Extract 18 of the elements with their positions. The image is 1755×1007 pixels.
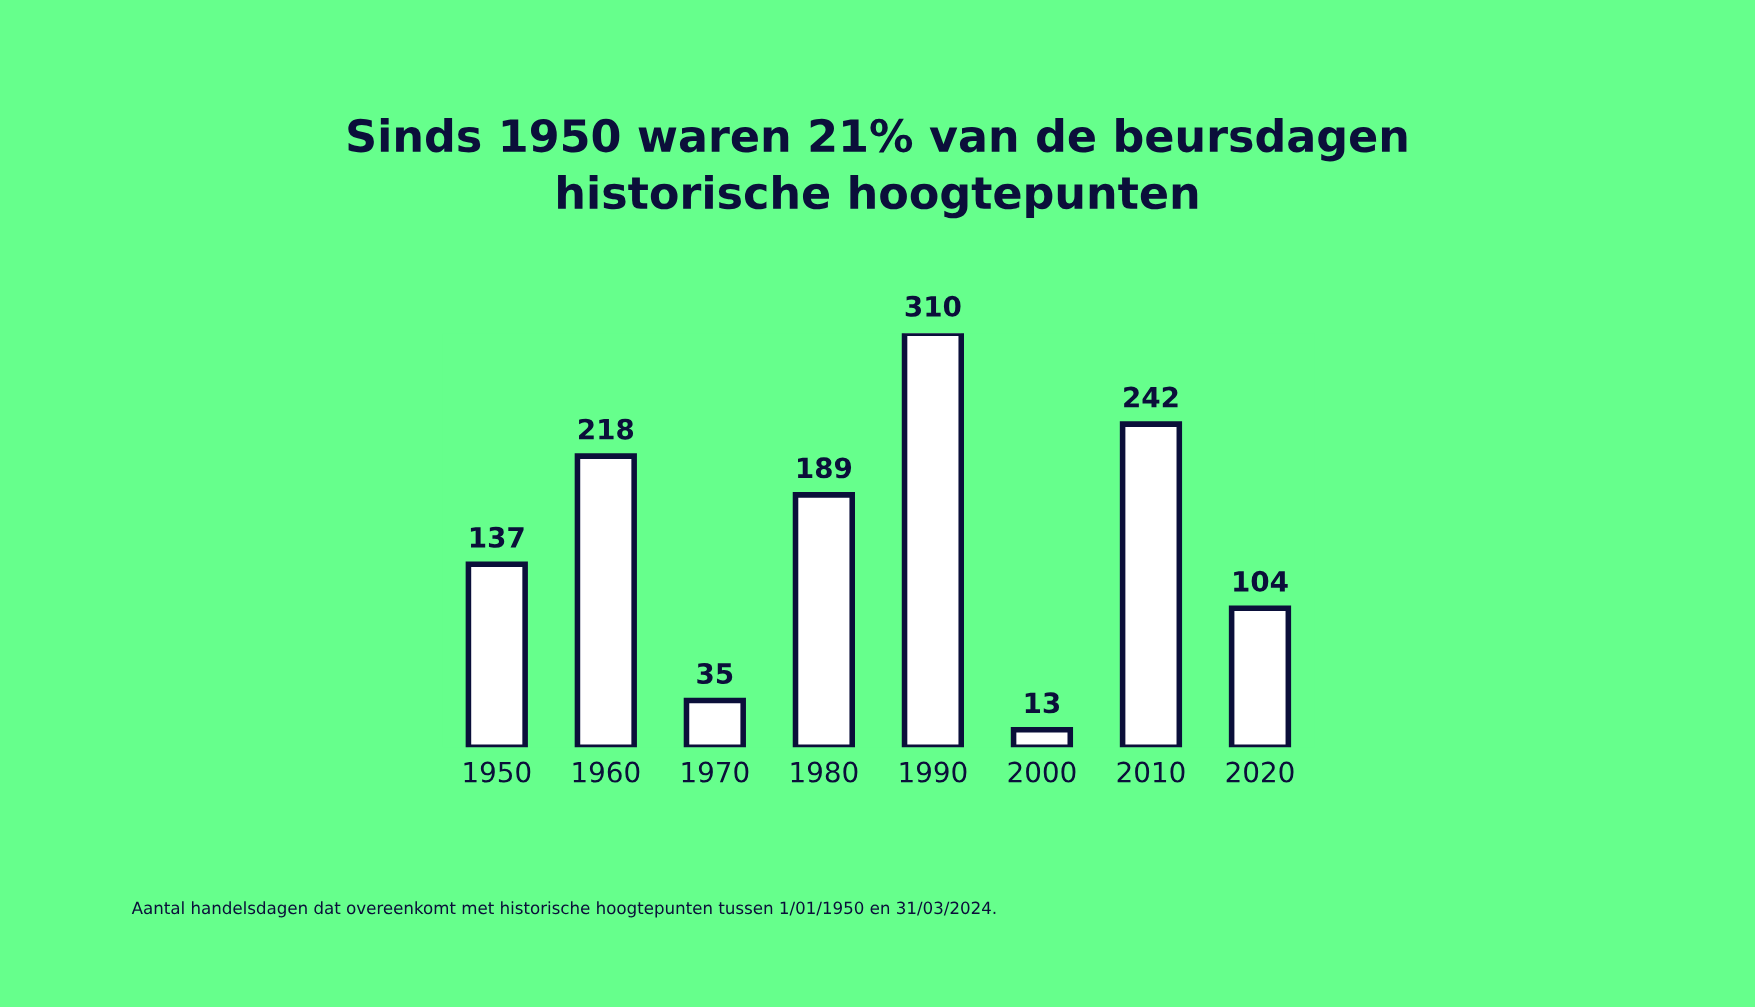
x-tick-label: 1980 (791, 761, 858, 783)
data-label: 218 (579, 418, 634, 440)
data-label: 189 (798, 457, 852, 479)
x-tick-label: 1970 (682, 761, 749, 783)
data-label: 35 (697, 662, 733, 684)
x-tick-label: 2020 (1226, 761, 1294, 783)
x-tick-label: 2010 (1117, 761, 1185, 783)
data-label: 13 (1025, 692, 1060, 714)
x-tick-label: 1960 (573, 761, 640, 783)
data-label: 310 (905, 295, 961, 317)
x-tick-label: 1950 (464, 761, 531, 783)
data-label: 104 (1234, 570, 1288, 592)
x-tick-label: 1990 (900, 761, 967, 783)
x-tick-label: 2000 (1008, 761, 1076, 783)
data-label: 242 (1124, 386, 1178, 408)
data-label: 137 (470, 526, 524, 548)
text: Aantal handelsdagen dat overeenkomt met historische hoogtepunten tussen 1/01/1950 en 31/03/2024. (131, 901, 996, 918)
chart-title: Sinds 1950 waren 21% van de beursdagen historische hoogtepunten (348, 118, 1407, 219)
